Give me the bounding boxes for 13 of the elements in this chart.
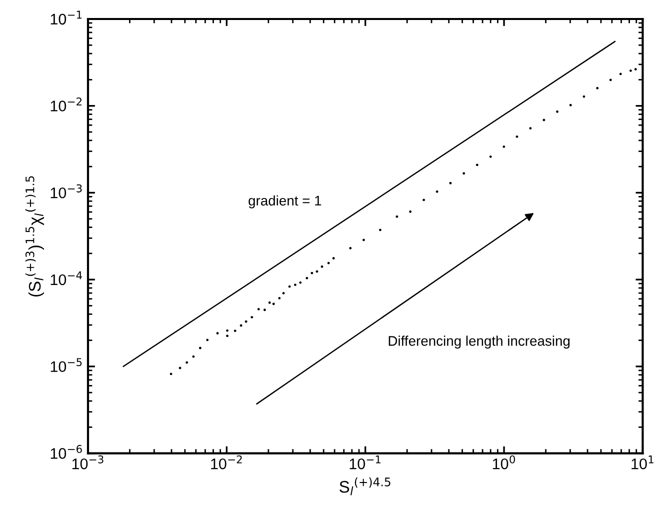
y-tick-label: 10$^{−2}$: [50, 97, 82, 112]
annotation: Differencing length increasing: [388, 336, 570, 349]
x-tick-label: 10$^{0}$: [492, 455, 516, 470]
y-axis-title: (S$_{l}$$^{(+)3}$)$^{1.5}$χ$_{l}$$^{(+)1.5}$: [25, 176, 44, 297]
y-tick-label: 10$^{−4}$: [50, 271, 82, 286]
x-tick-label: 10$^{−2}$: [211, 455, 242, 470]
x-tick-label: 10$^{1}$: [632, 455, 654, 470]
annotation: gradient = 1: [248, 195, 322, 208]
x-tick-label: 10$^{−1}$: [350, 455, 381, 470]
y-tick-label: 10$^{−5}$: [50, 358, 82, 372]
y-tick-label: 10$^{−3}$: [50, 184, 82, 198]
x-axis-title: S$_{l}$$^{(+)4.5}$: [340, 477, 390, 496]
y-tick-label: 10$^{−1}$: [50, 10, 82, 25]
